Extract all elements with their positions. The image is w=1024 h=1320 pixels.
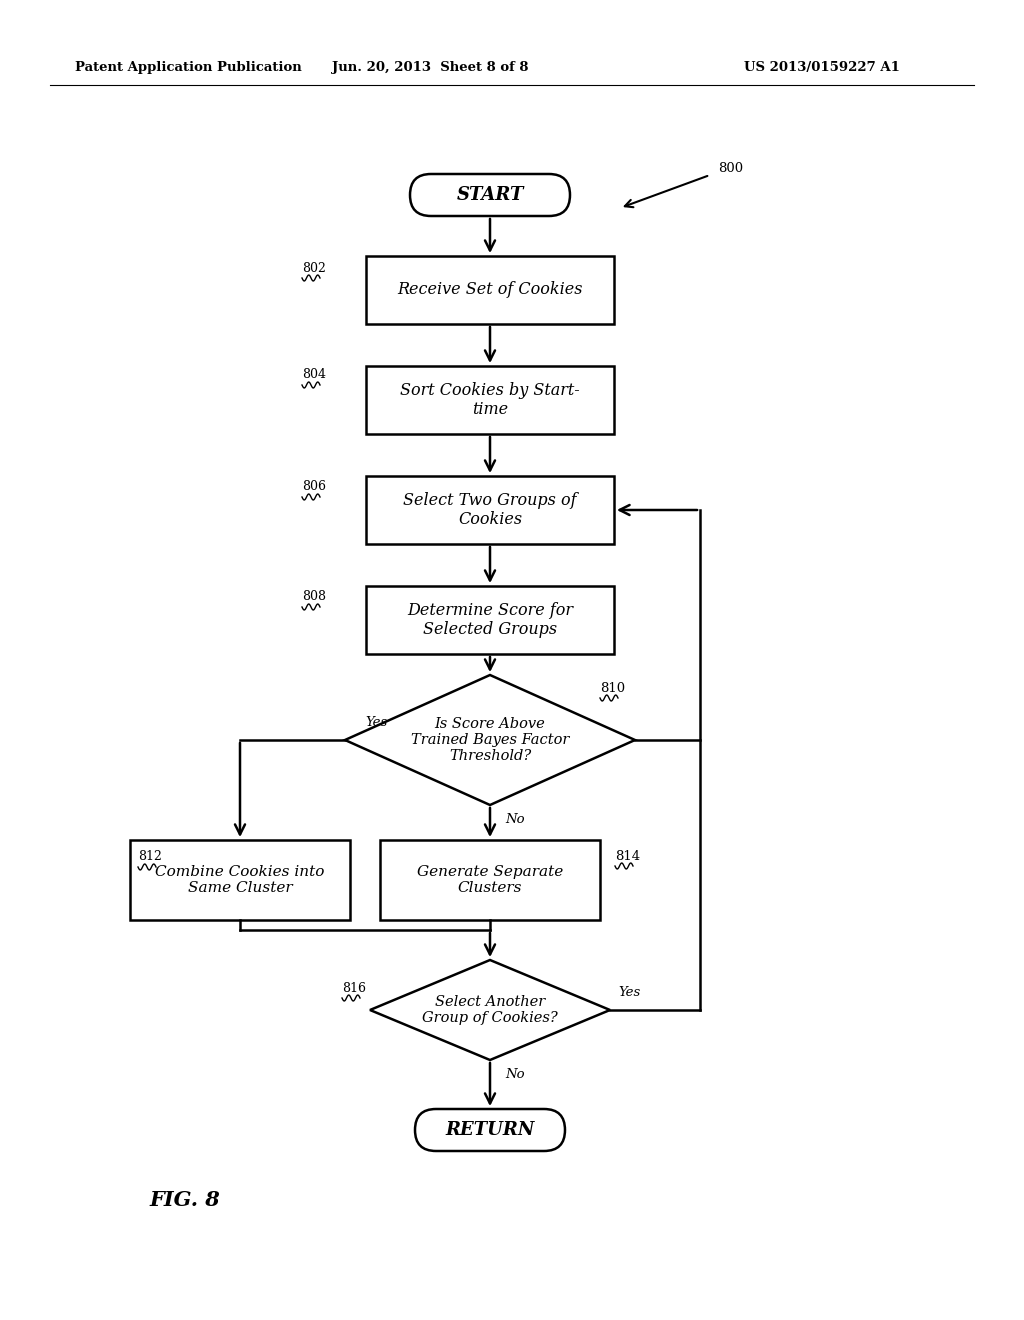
Text: 812: 812 <box>138 850 162 863</box>
Text: Yes: Yes <box>365 715 387 729</box>
Text: Is Score Above
Trained Bayes Factor
Threshold?: Is Score Above Trained Bayes Factor Thre… <box>411 717 569 763</box>
Text: 810: 810 <box>600 681 625 694</box>
Text: No: No <box>505 1068 524 1081</box>
Text: No: No <box>505 813 524 826</box>
Text: 802: 802 <box>302 261 326 275</box>
Polygon shape <box>345 675 635 805</box>
FancyBboxPatch shape <box>380 840 600 920</box>
Text: Yes: Yes <box>618 986 640 999</box>
Text: US 2013/0159227 A1: US 2013/0159227 A1 <box>744 62 900 74</box>
Text: 814: 814 <box>615 850 640 863</box>
Text: RETURN: RETURN <box>445 1121 535 1139</box>
Text: Select Another
Group of Cookies?: Select Another Group of Cookies? <box>422 995 558 1026</box>
Text: Select Two Groups of
Cookies: Select Two Groups of Cookies <box>403 492 577 528</box>
Text: Determine Score for
Selected Groups: Determine Score for Selected Groups <box>407 602 573 639</box>
Text: Patent Application Publication: Patent Application Publication <box>75 62 302 74</box>
Text: Sort Cookies by Start-
time: Sort Cookies by Start- time <box>400 381 580 418</box>
Text: 804: 804 <box>302 368 326 381</box>
Polygon shape <box>370 960 610 1060</box>
FancyBboxPatch shape <box>410 174 570 216</box>
FancyBboxPatch shape <box>415 1109 565 1151</box>
Text: Receive Set of Cookies: Receive Set of Cookies <box>397 281 583 298</box>
FancyBboxPatch shape <box>366 477 614 544</box>
Text: Generate Separate
Clusters: Generate Separate Clusters <box>417 865 563 895</box>
Text: Combine Cookies into
Same Cluster: Combine Cookies into Same Cluster <box>156 865 325 895</box>
FancyBboxPatch shape <box>130 840 350 920</box>
Text: 808: 808 <box>302 590 326 603</box>
Text: 816: 816 <box>342 982 366 994</box>
FancyBboxPatch shape <box>366 586 614 653</box>
Text: FIG. 8: FIG. 8 <box>150 1191 220 1210</box>
FancyBboxPatch shape <box>366 256 614 323</box>
Text: START: START <box>457 186 523 205</box>
Text: Jun. 20, 2013  Sheet 8 of 8: Jun. 20, 2013 Sheet 8 of 8 <box>332 62 528 74</box>
Text: 800: 800 <box>718 161 743 174</box>
Text: 806: 806 <box>302 480 326 494</box>
FancyBboxPatch shape <box>366 366 614 434</box>
